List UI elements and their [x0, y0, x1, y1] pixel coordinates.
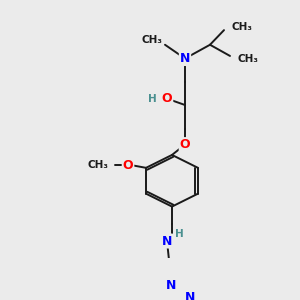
Text: O: O — [123, 159, 133, 172]
Text: N: N — [162, 235, 172, 248]
Text: O: O — [180, 138, 190, 151]
Text: H: H — [175, 229, 183, 239]
Text: O: O — [162, 92, 172, 106]
Text: N: N — [185, 291, 195, 300]
Text: N: N — [166, 279, 176, 292]
Text: H: H — [148, 94, 157, 104]
Text: N: N — [180, 52, 190, 65]
Text: CH₃: CH₃ — [87, 160, 108, 170]
Text: CH₃: CH₃ — [238, 54, 259, 64]
Text: CH₃: CH₃ — [232, 22, 253, 32]
Text: CH₃: CH₃ — [141, 34, 162, 45]
